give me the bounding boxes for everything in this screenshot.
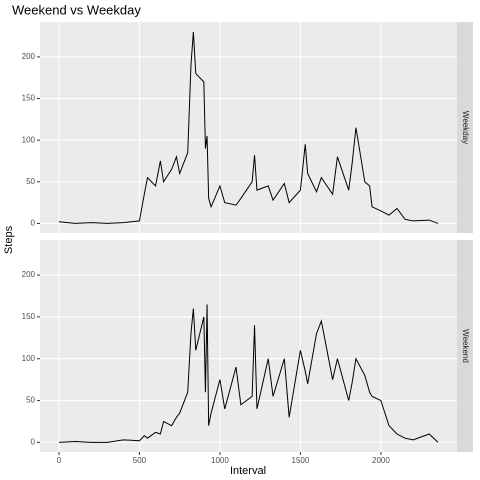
panel-background — [40, 240, 457, 452]
chart-title: Weekend vs Weekday — [12, 2, 141, 17]
panel-background — [40, 22, 457, 233]
x-tick-label: 1500 — [292, 456, 310, 465]
y-tick-label: 150 — [22, 94, 36, 103]
y-tick-label: 200 — [22, 270, 36, 279]
y-tick-label: 0 — [31, 437, 36, 446]
strip-label: Weekend — [461, 329, 470, 363]
x-tick-label: 2000 — [372, 456, 390, 465]
y-tick-label: 100 — [22, 354, 36, 363]
strip-label: Weekday — [461, 111, 470, 144]
y-tick-label: 50 — [26, 396, 35, 405]
x-tick-label: 1000 — [211, 456, 229, 465]
y-tick-label: 50 — [26, 177, 35, 186]
strip — [457, 22, 473, 233]
x-axis-label: Interval — [230, 465, 266, 477]
strip — [457, 240, 473, 452]
data-line — [58, 31, 439, 224]
x-tick-label: 0 — [57, 456, 62, 465]
x-tick-label: 500 — [133, 456, 147, 465]
y-tick-label: 150 — [22, 312, 36, 321]
y-tick-label: 100 — [22, 135, 36, 144]
y-axis-label: Steps — [3, 225, 15, 254]
data-line — [58, 304, 439, 443]
y-tick-label: 200 — [22, 52, 36, 61]
y-tick-label: 0 — [31, 219, 36, 228]
